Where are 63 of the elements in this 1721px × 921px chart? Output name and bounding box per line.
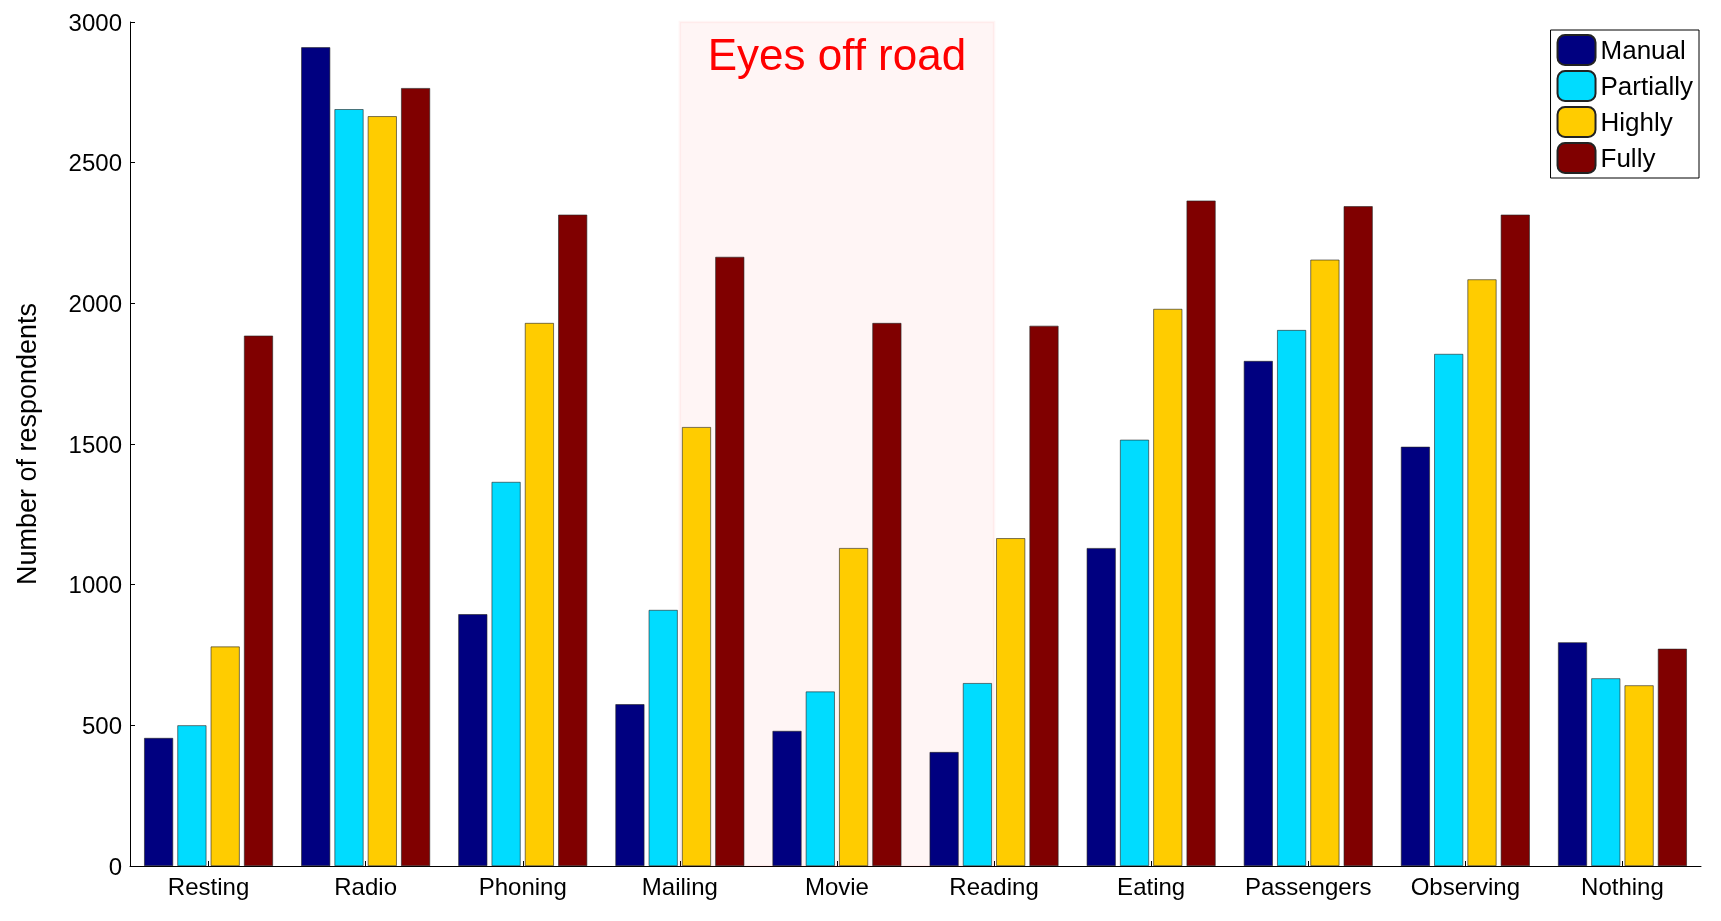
bar	[1500, 214, 1530, 866]
bar	[558, 214, 588, 866]
bar	[1029, 325, 1059, 866]
x-tick-label: Reading	[949, 872, 1039, 900]
bar	[244, 335, 273, 866]
x-tick-label: Resting	[167, 872, 250, 900]
legend-label: Partially	[1600, 71, 1694, 101]
bar	[334, 109, 364, 866]
bar	[1310, 259, 1340, 866]
y-tick-label: 2000	[68, 289, 122, 317]
y-tick-label: 2500	[68, 149, 122, 177]
bar	[1243, 361, 1273, 866]
bar	[301, 47, 331, 866]
bar	[929, 752, 959, 866]
y-tick-label: 500	[81, 711, 122, 739]
bar	[839, 548, 869, 866]
x-tick-label: Movie	[804, 872, 869, 900]
bar	[1086, 548, 1116, 866]
bar	[367, 116, 397, 866]
x-tick-label: Radio	[334, 872, 398, 900]
x-tick-label: Eating	[1117, 872, 1186, 900]
bar	[1624, 685, 1654, 866]
bar	[1343, 206, 1373, 866]
bar	[177, 725, 207, 866]
bar	[715, 256, 745, 866]
y-tick-label: 0	[108, 852, 122, 880]
bar	[1153, 308, 1183, 866]
x-tick-label: Observing	[1410, 872, 1521, 900]
bar	[491, 481, 521, 866]
bar	[872, 323, 902, 866]
x-tick-label: Passengers	[1244, 872, 1372, 900]
bar	[996, 538, 1026, 866]
bar	[524, 323, 554, 866]
bar	[772, 730, 802, 866]
bar	[1467, 279, 1497, 866]
x-tick-label: Nothing	[1581, 872, 1664, 900]
bar	[1558, 642, 1587, 866]
band-label: Eyes off road	[707, 30, 967, 80]
bar	[401, 88, 431, 866]
y-axis-title: Number of respondents	[11, 302, 42, 586]
legend-label: Manual	[1600, 35, 1686, 65]
y-tick-label: 3000	[68, 8, 122, 36]
bar	[682, 427, 711, 866]
bar	[1186, 200, 1216, 866]
x-tick-label: Phoning	[478, 872, 567, 900]
bar	[648, 609, 678, 866]
bar	[210, 646, 240, 866]
bar	[1277, 330, 1307, 866]
bar	[1657, 648, 1687, 866]
bar	[1120, 439, 1149, 866]
bar	[144, 737, 174, 866]
x-tick-label: Mailing	[641, 872, 718, 900]
bar	[962, 683, 992, 866]
legend-label: Fully	[1600, 143, 1656, 173]
bar	[1434, 353, 1464, 866]
bar	[1591, 678, 1621, 866]
bar	[458, 614, 488, 866]
y-tick-label: 1500	[68, 430, 122, 458]
bar	[615, 704, 645, 866]
bar	[1400, 446, 1430, 866]
y-tick-label: 1000	[68, 571, 122, 599]
legend-label: Highly	[1600, 107, 1673, 137]
bar	[805, 691, 835, 866]
